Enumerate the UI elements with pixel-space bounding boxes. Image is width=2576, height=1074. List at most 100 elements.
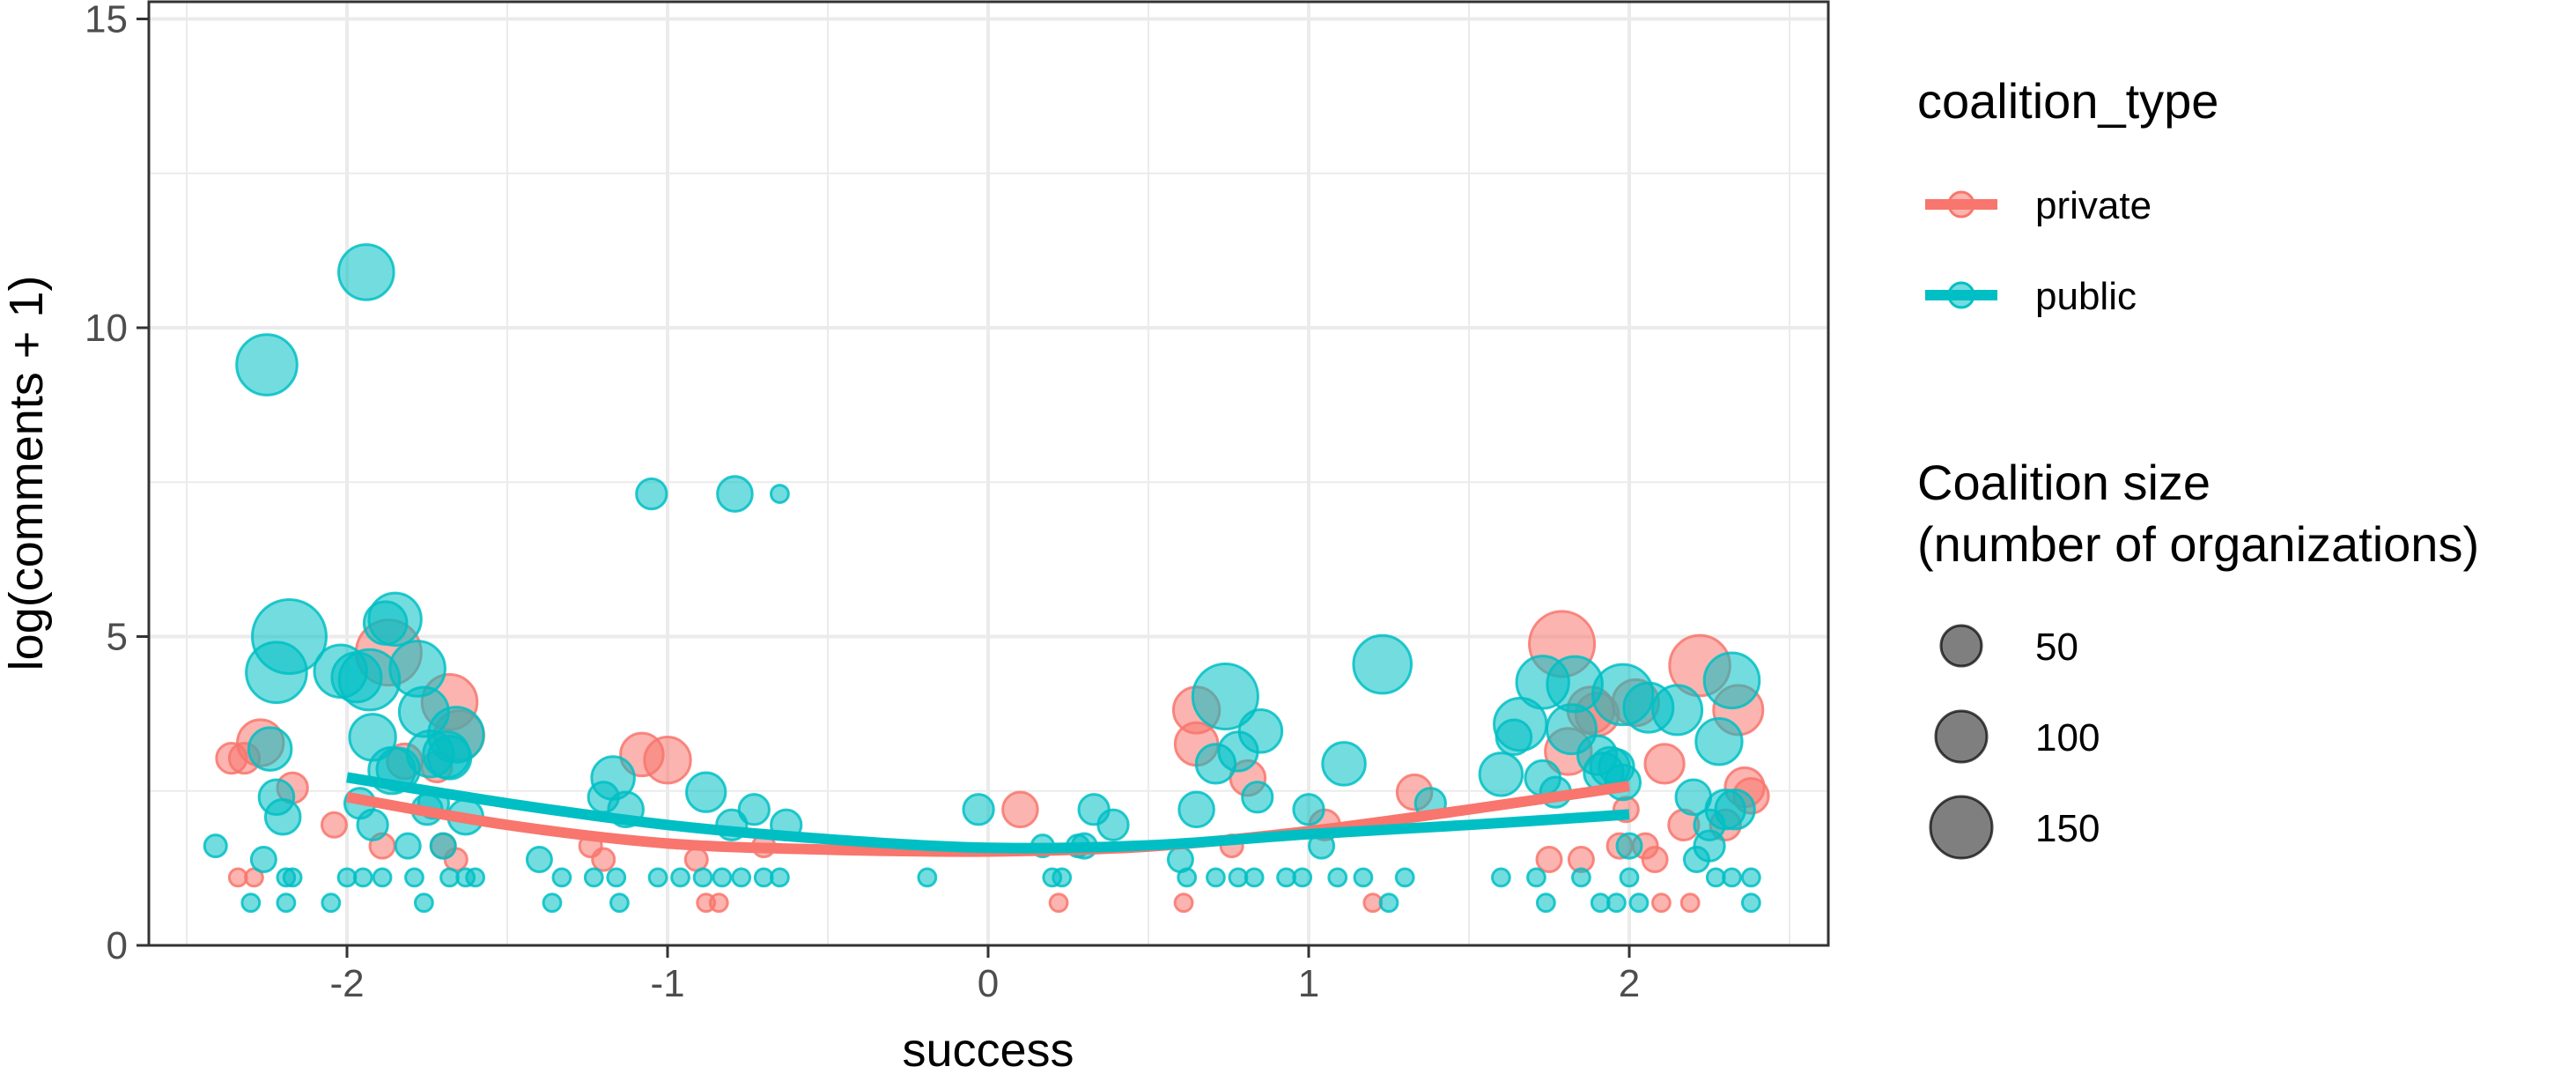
point-private (683, 847, 709, 872)
point-public (770, 867, 790, 888)
axes: -2 -1 0 1 2 0 5 10 15 (85, 0, 1640, 1005)
smooth-lines (345, 772, 1630, 857)
legend-label-public: public (2035, 275, 2137, 318)
point-public (321, 893, 342, 914)
point-public (1722, 867, 1742, 888)
x-tick-label: 0 (978, 962, 999, 1005)
legend-size-circle (1929, 795, 1994, 860)
point-public (249, 846, 277, 874)
point-public (1237, 708, 1284, 754)
y-tick-label: 5 (107, 616, 128, 659)
x-tick-label: 2 (1619, 962, 1640, 1005)
legend-size-circle (1934, 709, 1989, 764)
point-public (1491, 867, 1511, 888)
point-public (429, 832, 457, 860)
point-public (551, 867, 572, 888)
x-axis-title: success (902, 1024, 1074, 1074)
y-tick-label: 0 (107, 924, 128, 967)
point-public (606, 867, 627, 888)
point-public (1740, 893, 1761, 914)
point-public (712, 867, 733, 888)
point-public (337, 243, 395, 301)
legend-label-private: private (2035, 184, 2152, 227)
point-public (1321, 741, 1367, 787)
point-public (1740, 867, 1761, 888)
point-public (235, 333, 299, 396)
point-public (413, 893, 434, 914)
point-public (1651, 684, 1704, 737)
point-public (587, 781, 620, 814)
smooth-line-public (346, 772, 1630, 854)
point-private (1651, 893, 1672, 914)
point-private (1173, 893, 1194, 914)
legend-size-circle (1939, 624, 1983, 668)
legend-size-title-line-2: (number of organizations) (1917, 516, 2479, 572)
point-public (1177, 867, 1198, 888)
point-public (731, 867, 752, 888)
point-private (1643, 743, 1686, 785)
point-public (1244, 867, 1265, 888)
point-public (1571, 867, 1591, 888)
point-public (1714, 789, 1756, 831)
legend-color-entries: private public (1925, 184, 2152, 318)
legend-dot-private (1947, 190, 1975, 219)
x-tick-label: -1 (650, 962, 684, 1005)
legend-dot-public (1947, 281, 1975, 309)
point-public (1394, 867, 1415, 888)
point-private (1535, 846, 1563, 874)
point-private (1679, 893, 1701, 914)
point-public (203, 833, 228, 859)
point-public (455, 867, 476, 888)
point-public (1694, 716, 1744, 767)
y-tick-label: 10 (85, 307, 128, 350)
point-public (1206, 867, 1226, 888)
legend-size-title-line-1: Coalition size (1917, 455, 2211, 510)
point-public (1702, 651, 1761, 710)
point-public (1526, 867, 1546, 888)
point-public (670, 867, 690, 888)
point-public (1096, 808, 1130, 841)
point-private (1048, 893, 1069, 914)
point-public (1524, 759, 1562, 797)
legend-color-title: coalition_type (1917, 73, 2218, 129)
point-public (1606, 893, 1627, 914)
point-public (372, 867, 393, 888)
point-public (352, 867, 373, 888)
point-public (1353, 867, 1374, 888)
point-public (1177, 790, 1215, 829)
point-private (320, 811, 348, 839)
point-public (525, 846, 553, 874)
point-public (1241, 781, 1274, 814)
point-public (542, 893, 563, 914)
y-axis-title: log(comments + 1) (0, 276, 53, 671)
point-public (1191, 662, 1259, 731)
point-public (247, 726, 293, 772)
point-public (917, 867, 938, 888)
point-private (708, 893, 729, 914)
point-public (250, 598, 328, 675)
x-tick-label: 1 (1298, 962, 1319, 1005)
point-public (737, 793, 771, 826)
point-public (1052, 867, 1073, 888)
point-public (1478, 752, 1524, 797)
data-points (203, 243, 1770, 914)
point-public (1352, 633, 1413, 695)
legend-size-label: 150 (2035, 807, 2100, 850)
point-public (394, 832, 422, 860)
point-public (583, 867, 604, 888)
point-public (282, 867, 303, 888)
y-tick-label: 15 (85, 0, 128, 41)
legend-size-entries: 50 100 150 (1929, 624, 2100, 860)
point-private (1641, 846, 1669, 874)
legend: coalition_type private public Coalition s… (1917, 73, 2479, 860)
point-public (276, 893, 297, 914)
point-public (647, 867, 668, 888)
point-public (962, 793, 995, 826)
point-private (1001, 790, 1039, 829)
point-public (1535, 893, 1556, 914)
point-public (770, 484, 790, 504)
point-private (591, 847, 616, 872)
point-public (692, 867, 713, 888)
point-public (1598, 748, 1635, 786)
